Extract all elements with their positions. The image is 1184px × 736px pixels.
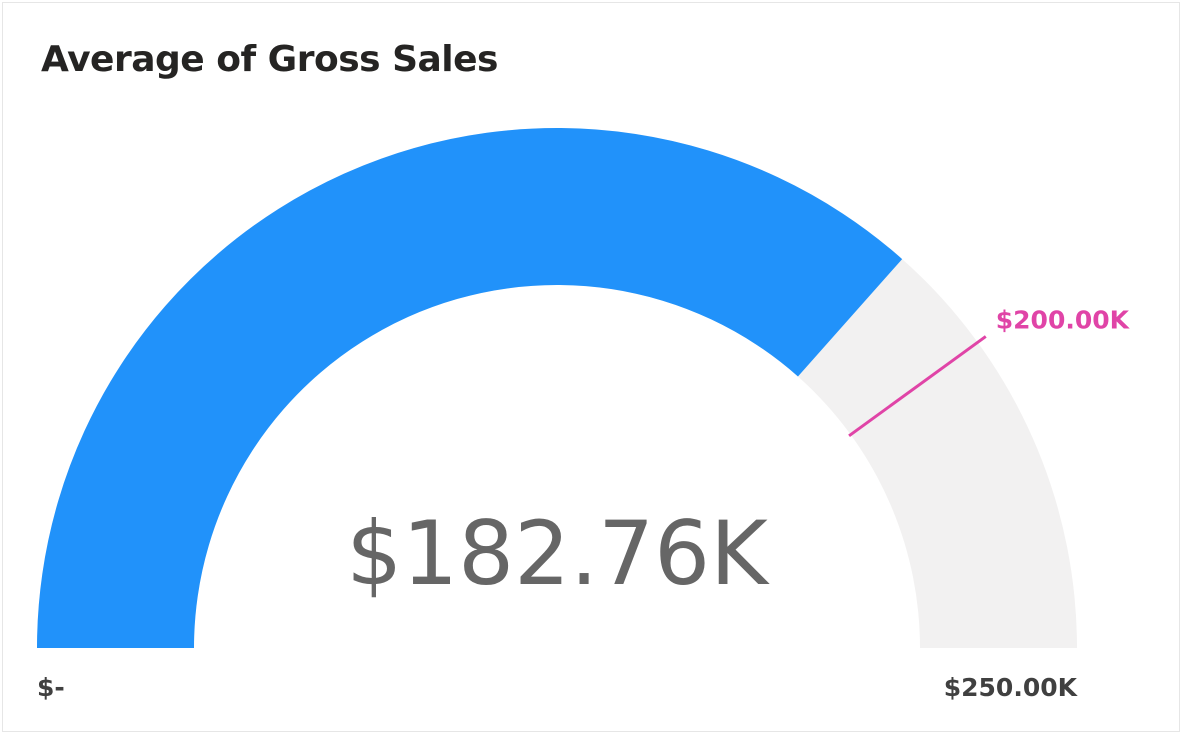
gauge-min-label: $-	[37, 673, 65, 702]
gauge-target-label: $200.00K	[996, 305, 1131, 334]
gauge-target-line	[848, 335, 987, 438]
gauge-max-label: $250.00K	[944, 673, 1079, 702]
gauge-value-arc	[37, 128, 903, 648]
chart-title: Average of Gross Sales	[41, 39, 498, 80]
gauge-value-label: $182.76K	[346, 502, 770, 605]
